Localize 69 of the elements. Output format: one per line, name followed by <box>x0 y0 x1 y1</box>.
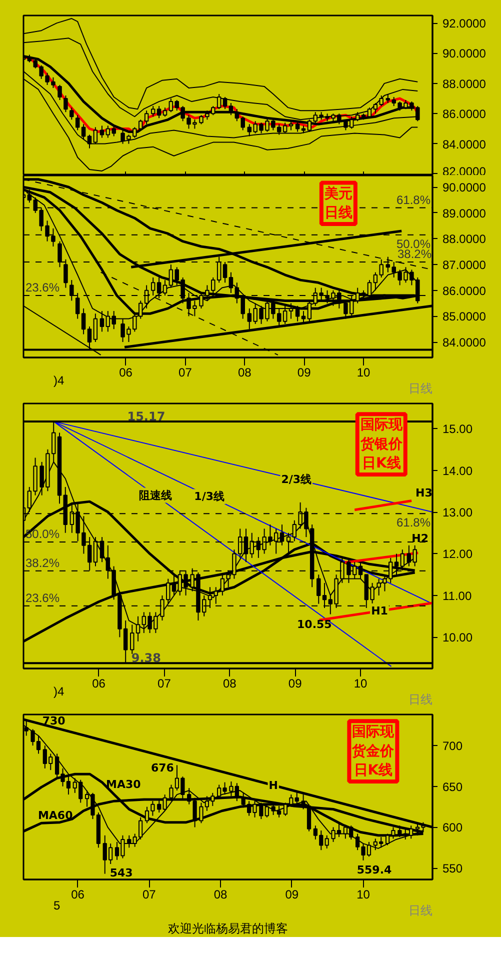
y-tick-label: 88.0000 <box>442 232 486 246</box>
y-tick-label: 88.0000 <box>442 76 486 91</box>
y-tick-label: 92.0000 <box>442 16 486 31</box>
text: 国际现货金价日K线 <box>351 724 396 778</box>
x-tick-label: 07 <box>158 676 172 690</box>
annotation: 23.6% <box>26 280 60 295</box>
x-tick-label: 10 <box>356 366 371 380</box>
ref-line-label: 9.38 <box>131 651 162 666</box>
ref-line-label: 15.17 <box>127 409 166 424</box>
x-tick-label: 07 <box>142 888 156 902</box>
y-tick-label: 550 <box>442 862 463 876</box>
y-tick-label: 84.0000 <box>442 137 486 152</box>
annotation: 61.8% <box>396 192 431 207</box>
annotation: 543 <box>110 866 133 880</box>
annotation: H1 <box>371 604 388 618</box>
y-tick-label: 600 <box>442 820 463 835</box>
x-axis-title: 日线 <box>408 692 432 706</box>
annotation: 38.2% <box>26 556 60 570</box>
y-tick-label: 11.00 <box>442 588 472 603</box>
y-tick-label: 10.00 <box>442 630 473 645</box>
annotation: 50.0% <box>26 527 60 542</box>
annotation: 559.4 <box>356 863 392 876</box>
y-tick-label: 90.0000 <box>442 180 486 195</box>
x-tick-label: 09 <box>285 888 299 902</box>
annotation: 阻速线 <box>139 488 172 502</box>
x-tick-label: 06 <box>71 888 85 902</box>
annotation: H2 <box>412 532 429 545</box>
x-tick-label: 08 <box>214 888 228 902</box>
text: 欢迎光临杨易君的博客 <box>168 922 288 936</box>
text: )4 <box>53 684 64 698</box>
y-tick-label: 86.0000 <box>442 107 486 122</box>
x-tick-label: 10 <box>354 676 368 690</box>
x-axis-title: 日线 <box>408 904 432 918</box>
annotation: 23.6% <box>26 590 60 605</box>
x-tick-label: 06 <box>92 676 106 690</box>
x-tick-label: 09 <box>297 366 312 380</box>
x-axis-title: 日线 <box>408 382 432 396</box>
x-tick-label: 06 <box>119 366 133 380</box>
annotation: 1/3线 <box>194 490 225 504</box>
annotation: MA60 <box>38 809 74 822</box>
annotation: 61.8% <box>396 516 431 530</box>
y-tick-label: 87.0000 <box>442 258 486 272</box>
annotation: 730 <box>42 714 66 728</box>
y-tick-label: 89.0000 <box>442 206 486 220</box>
text: 美元日线 <box>323 184 352 221</box>
y-tick-label: 15.00 <box>442 422 473 436</box>
text: )4 <box>53 374 64 388</box>
text: 国际现货银价日K线 <box>359 417 404 472</box>
annotation: H3 <box>416 486 432 500</box>
y-tick-label: 84.0000 <box>442 336 486 350</box>
y-tick-label: 90.0000 <box>442 46 486 61</box>
y-tick-label: 700 <box>442 739 463 754</box>
annotation: MA30 <box>106 778 142 791</box>
y-tick-label: 14.00 <box>442 464 473 478</box>
y-tick-label: 13.00 <box>442 506 473 520</box>
y-tick-label: 650 <box>442 780 463 794</box>
x-tick-label: 07 <box>178 366 192 380</box>
y-tick-label: 86.0000 <box>442 284 486 298</box>
y-tick-label: 85.0000 <box>442 310 486 324</box>
annotation: H <box>268 779 278 792</box>
annotation: 2/3线 <box>281 472 312 486</box>
x-tick-label: 10 <box>356 888 370 902</box>
x-tick-label: 08 <box>238 366 252 380</box>
y-tick-label: 12.00 <box>442 547 473 562</box>
x-tick-label: 09 <box>288 676 302 690</box>
annotation: 676 <box>151 762 174 775</box>
x-tick-label: 08 <box>222 676 237 690</box>
text: 5 <box>53 898 60 912</box>
annotation: 10.55 <box>297 618 332 632</box>
